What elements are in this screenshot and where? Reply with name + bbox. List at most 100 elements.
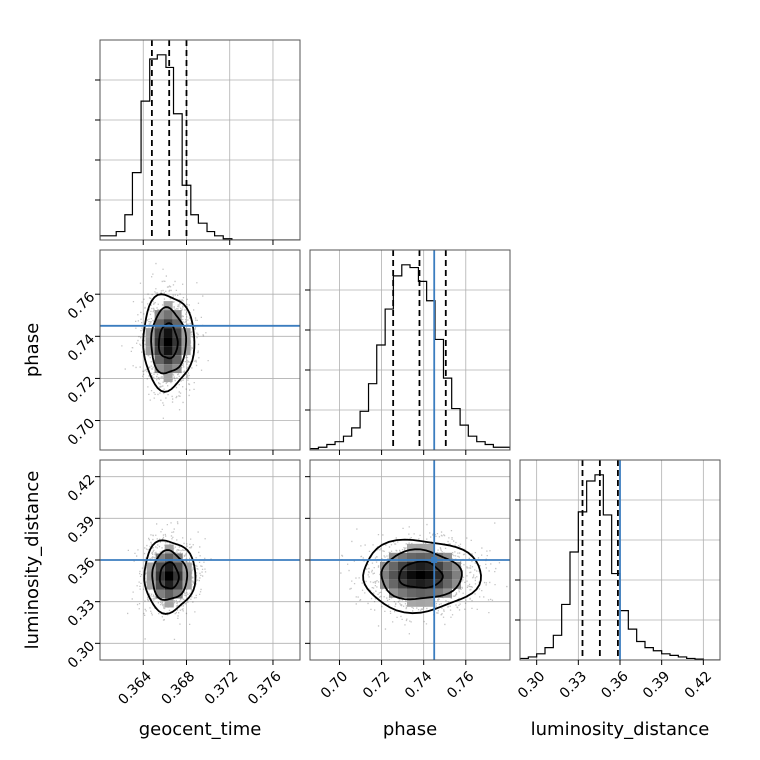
density-cell-geocent_time-vs-phase bbox=[172, 310, 182, 320]
density-cell-geocent_time-vs-luminosity_distance bbox=[164, 562, 174, 572]
density-cell-geocent_time-vs-phase bbox=[172, 319, 182, 329]
density-cell-geocent_time-vs-luminosity_distance bbox=[182, 580, 192, 590]
density-cell-phase-vs-luminosity_distance bbox=[434, 561, 443, 571]
histogram-luminosity_distance bbox=[520, 474, 720, 660]
density-cell-phase-vs-luminosity_distance bbox=[407, 579, 416, 589]
density-cell-geocent_time-vs-phase bbox=[154, 355, 164, 365]
panel-bg-phase bbox=[310, 250, 510, 450]
density-cell-phase-vs-luminosity_distance bbox=[425, 579, 434, 589]
density-cell-phase-vs-luminosity_distance bbox=[425, 543, 434, 553]
density-cell-geocent_time-vs-luminosity_distance bbox=[155, 562, 165, 572]
density-cell-phase-vs-luminosity_distance bbox=[443, 579, 452, 589]
contour-geocent_time-vs-luminosity_distance-0 bbox=[159, 561, 180, 590]
density-cell-geocent_time-vs-luminosity_distance bbox=[146, 562, 156, 572]
density-cell-phase-vs-luminosity_distance bbox=[425, 552, 434, 562]
density-cell-geocent_time-vs-luminosity_distance bbox=[173, 589, 183, 599]
panel-bg-geocent_time bbox=[100, 40, 300, 240]
grid-layer bbox=[100, 40, 720, 660]
density-cell-geocent_time-vs-phase bbox=[163, 364, 173, 374]
y-tick-label-phase-0: 0.70 bbox=[65, 416, 98, 449]
joint-geocent_time-vs-phase bbox=[121, 262, 209, 419]
density-cell-geocent_time-vs-luminosity_distance bbox=[182, 562, 192, 572]
density-cell-geocent_time-vs-phase bbox=[145, 337, 155, 347]
density-cell-phase-vs-luminosity_distance bbox=[425, 570, 434, 580]
scatter-points-phase-vs-luminosity_distance bbox=[340, 522, 508, 635]
frame-geocent_time bbox=[99, 39, 301, 241]
y-tick-label-luminosity_distance-3: 0.39 bbox=[65, 513, 98, 546]
density-cell-phase-vs-luminosity_distance bbox=[416, 552, 425, 562]
density-cell-geocent_time-vs-phase bbox=[163, 301, 173, 311]
density-cell-geocent_time-vs-luminosity_distance bbox=[173, 580, 183, 590]
y-axis-label-luminosity-distance: luminosity_distance bbox=[22, 471, 43, 650]
density-cell-geocent_time-vs-phase bbox=[172, 328, 182, 338]
contour-geocent_time-vs-phase-2 bbox=[142, 293, 196, 393]
density-cell-phase-vs-luminosity_distance bbox=[398, 570, 407, 580]
density-cell-geocent_time-vs-luminosity_distance bbox=[146, 580, 156, 590]
density-cell-phase-vs-luminosity_distance bbox=[389, 570, 398, 580]
data-layer bbox=[100, 54, 720, 660]
density-cell-phase-vs-luminosity_distance bbox=[407, 570, 416, 580]
density-cell-phase-vs-luminosity_distance bbox=[407, 543, 416, 553]
histogram-geocent_time bbox=[100, 54, 300, 240]
density-cell-phase-vs-luminosity_distance bbox=[443, 570, 452, 580]
density-cell-geocent_time-vs-phase bbox=[163, 346, 173, 356]
density-cell-geocent_time-vs-luminosity_distance bbox=[155, 589, 165, 599]
x-tick-label-luminosity_distance-0: 0.30 bbox=[515, 668, 548, 701]
density-cell-phase-vs-luminosity_distance bbox=[416, 588, 425, 598]
density-cell-geocent_time-vs-phase bbox=[163, 355, 173, 365]
density-cell-geocent_time-vs-phase bbox=[163, 328, 173, 338]
density-cell-geocent_time-vs-luminosity_distance bbox=[164, 598, 174, 608]
density-cell-geocent_time-vs-luminosity_distance bbox=[155, 580, 165, 590]
joint-phase-vs-luminosity_distance bbox=[340, 522, 508, 635]
x-tick-label-geocent_time-1: 0.368 bbox=[159, 668, 199, 708]
density-cell-phase-vs-luminosity_distance bbox=[389, 579, 398, 589]
x-tick-label-geocent_time-3: 0.376 bbox=[245, 668, 285, 708]
density-cell-phase-vs-luminosity_distance bbox=[425, 588, 434, 598]
density-cell-geocent_time-vs-luminosity_distance bbox=[164, 580, 174, 590]
histogram-phase bbox=[310, 264, 510, 450]
x-axis-label-geocent-time: geocent_time bbox=[139, 719, 262, 740]
density-cell-phase-vs-luminosity_distance bbox=[434, 588, 443, 598]
y-tick-label-phase-3: 0.76 bbox=[65, 289, 98, 322]
density-cell-phase-vs-luminosity_distance bbox=[416, 597, 425, 607]
density-cell-phase-vs-luminosity_distance bbox=[407, 561, 416, 571]
density-cell-geocent_time-vs-phase bbox=[154, 328, 164, 338]
density-cell-phase-vs-luminosity_distance bbox=[416, 543, 425, 553]
density-cell-geocent_time-vs-phase bbox=[163, 337, 173, 347]
x-tick-label-luminosity_distance-3: 0.39 bbox=[640, 668, 673, 701]
density-cell-phase-vs-luminosity_distance bbox=[416, 579, 425, 589]
y-tick-label-luminosity_distance-4: 0.42 bbox=[65, 472, 98, 505]
x-axis-label-phase: phase bbox=[383, 719, 437, 740]
x-tick-label-luminosity_distance-1: 0.33 bbox=[557, 668, 590, 701]
density-cell-phase-vs-luminosity_distance bbox=[443, 561, 452, 571]
x-axis-label-luminosity-distance: luminosity_distance bbox=[531, 719, 710, 740]
y-tick-label-phase-2: 0.74 bbox=[65, 331, 98, 364]
contour-geocent_time-vs-luminosity_distance-1 bbox=[151, 549, 189, 601]
x-tick-label-luminosity_distance-2: 0.36 bbox=[598, 668, 631, 701]
density-cell-phase-vs-luminosity_distance bbox=[443, 552, 452, 562]
density-cell-phase-vs-luminosity_distance bbox=[407, 552, 416, 562]
density-cell-geocent_time-vs-phase bbox=[163, 373, 173, 383]
density-cell-phase-vs-luminosity_distance bbox=[452, 570, 461, 580]
y-tick-label-luminosity_distance-2: 0.36 bbox=[65, 555, 98, 588]
density-cell-geocent_time-vs-phase bbox=[172, 355, 182, 365]
density-cell-phase-vs-luminosity_distance bbox=[452, 561, 461, 571]
y-tick-label-phase-1: 0.72 bbox=[65, 373, 98, 406]
lines-layer bbox=[100, 40, 621, 660]
contour-phase-vs-luminosity_distance-1 bbox=[380, 548, 463, 601]
density-cell-phase-vs-luminosity_distance bbox=[434, 552, 443, 562]
frames-layer bbox=[95, 39, 721, 665]
density-cell-geocent_time-vs-phase bbox=[145, 346, 155, 356]
frame-phase bbox=[309, 249, 511, 451]
density-cell-phase-vs-luminosity_distance bbox=[407, 597, 416, 607]
density-cell-phase-vs-luminosity_distance bbox=[425, 561, 434, 571]
density-cell-geocent_time-vs-phase bbox=[163, 310, 173, 320]
density-cell-phase-vs-luminosity_distance bbox=[389, 588, 398, 598]
contour-phase-vs-luminosity_distance-2 bbox=[362, 538, 482, 615]
frame-geocent_time-vs-phase bbox=[99, 249, 301, 451]
joint-geocent_time-vs-luminosity_distance bbox=[127, 521, 212, 640]
density-cell-geocent_time-vs-luminosity_distance bbox=[146, 571, 156, 581]
density-cell-geocent_time-vs-luminosity_distance bbox=[164, 571, 174, 581]
density-cell-phase-vs-luminosity_distance bbox=[434, 579, 443, 589]
